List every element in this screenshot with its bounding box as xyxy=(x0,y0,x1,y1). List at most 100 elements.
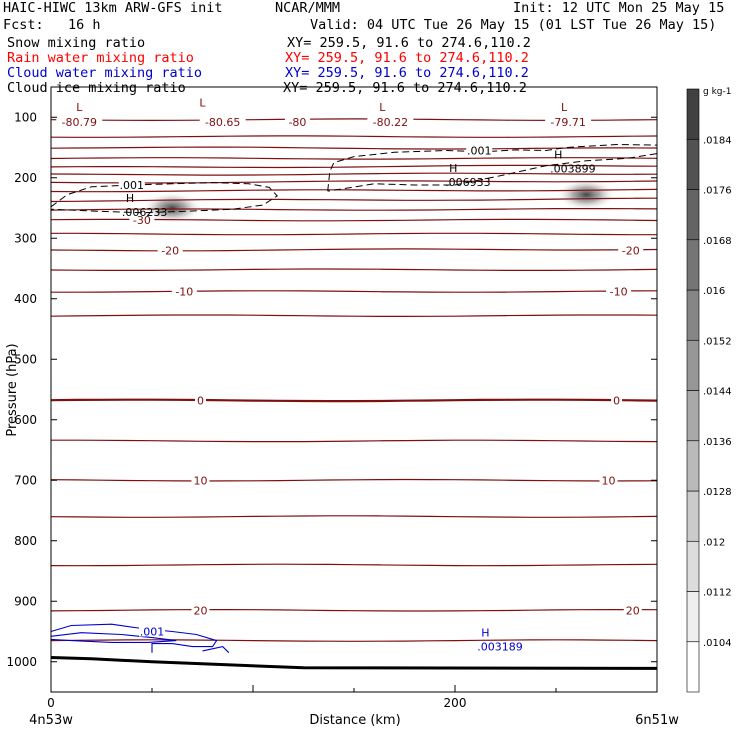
cloud-ice-contour-0 xyxy=(50,182,278,214)
isotherm-label-bg-1 xyxy=(199,115,246,129)
cloud-ice-max-value-0: .006233 xyxy=(122,206,167,219)
y-tick-label-600: 600 xyxy=(14,413,37,427)
isotherm-label-bg-5 xyxy=(129,213,155,227)
y-tick-label-700: 700 xyxy=(14,473,37,487)
colorbar-label-7: .016 xyxy=(703,286,725,297)
isotherm-extremum-2: L xyxy=(379,101,386,114)
cloud-ice-max-value-1: .006933 xyxy=(445,176,491,189)
isotherm-label-13: 10 xyxy=(602,474,616,487)
colorbar-label-6: .0152 xyxy=(703,336,732,347)
isotherm-label-14: 20 xyxy=(193,604,207,617)
isotherm-extremum-3: L xyxy=(561,101,568,114)
cloud-ice-contour-label-0: .001 xyxy=(120,179,145,192)
plot-frame xyxy=(50,86,658,693)
isotherm-0 xyxy=(50,398,658,403)
colorbar-label-8: .0168 xyxy=(703,236,732,247)
cloud-ice-max-marker-1: H xyxy=(449,162,457,175)
cloud-ice-label-bg-1 xyxy=(466,143,493,156)
isotherm-minus-55 xyxy=(50,172,658,176)
colorbar-segment-11 xyxy=(686,88,700,140)
y-tick-label-100: 100 xyxy=(14,110,37,124)
isotherm-minus-45 xyxy=(50,188,658,193)
y-tick-label-800: 800 xyxy=(14,534,37,548)
y-tick-label-1000: 1000 xyxy=(6,655,37,669)
terrain-surface xyxy=(50,656,658,670)
endpoint-right-label: 6n51w xyxy=(635,713,679,728)
x-tick-label-0: 0 xyxy=(47,696,55,710)
isotherm-label-bg-14 xyxy=(191,603,210,617)
y-tick-label-400: 400 xyxy=(14,292,37,306)
isotherm-30 xyxy=(50,639,658,642)
isotherm-5 xyxy=(51,439,658,443)
colorbar-segment-8 xyxy=(686,239,700,291)
isotherm-minus-75 xyxy=(50,135,658,138)
colorbar-label-10: .0184 xyxy=(703,135,732,146)
cloud-ice-max-marker-0: H xyxy=(126,192,134,205)
isotherm-label-bg-10 xyxy=(194,393,206,407)
isotherm-minus-10 xyxy=(51,290,658,293)
isotherm-label-12: 10 xyxy=(193,474,207,487)
cloud-water-contour-0 xyxy=(50,623,218,653)
isotherm-label-bg-0 xyxy=(56,115,103,129)
isotherm-label-bg-15 xyxy=(623,603,642,617)
colorbar-label-2: .012 xyxy=(703,537,725,548)
y-tick-label-300: 300 xyxy=(14,231,37,245)
field-xy-snow: XY= 259.5, 91.6 to 274.6,110.2 xyxy=(287,35,531,51)
field-xy-rain: XY= 259.5, 91.6 to 274.6,110.2 xyxy=(285,50,529,66)
colorbar-segment-6 xyxy=(686,339,700,391)
field-xy-cloud-ice: XY= 259.5, 91.6 to 274.6,110.2 xyxy=(283,80,527,96)
isotherm-minus-15 xyxy=(50,268,658,271)
isotherm-label-11: 0 xyxy=(613,394,620,407)
colorbar-segment-0 xyxy=(686,641,700,693)
colorbar-segment-7 xyxy=(686,289,700,341)
model-title: HAIC-HIWC 13km ARW-GFS init xyxy=(3,0,223,16)
cloud-water-contour-1 xyxy=(50,632,177,643)
isotherm-label-bg-13 xyxy=(599,473,618,487)
endpoint-left-label: 4n53w xyxy=(29,713,73,728)
isotherm-minus-70 xyxy=(50,146,658,150)
snow-maximum-1 xyxy=(556,178,617,211)
isotherm-10 xyxy=(50,478,658,482)
isotherm-minus-40 xyxy=(50,197,658,203)
y-tick-label-900: 900 xyxy=(14,594,37,608)
colorbar-segment-10 xyxy=(686,138,700,190)
cloud-water-label-bg xyxy=(139,624,165,637)
colorbar-segment-5 xyxy=(686,390,700,442)
isotherm-extremum-1: L xyxy=(199,96,206,109)
x-tick-label-200: 200 xyxy=(444,696,467,710)
field-name-cloud-water: Cloud water mixing ratio xyxy=(7,65,203,81)
isotherm-label-bg-8 xyxy=(171,284,197,298)
isotherm-label-0: -80.79 xyxy=(62,116,97,129)
isotherm-label-10: 0 xyxy=(197,394,204,407)
cloud-ice-contour-1 xyxy=(327,143,658,192)
colorbar-label-4: .0136 xyxy=(703,437,732,448)
colorbar-label-5: .0144 xyxy=(703,387,732,398)
field-name-rain: Rain water mixing ratio xyxy=(7,50,194,66)
cloud-ice-label-bg-0 xyxy=(118,178,145,191)
isotherm-label-9: -10 xyxy=(610,285,628,298)
isotherm-label-1: -80.65 xyxy=(205,116,240,129)
isotherm-label-bg-3 xyxy=(367,115,414,129)
isotherm-minus-35 xyxy=(50,208,658,211)
cloud-ice-contour-label-1: .001 xyxy=(467,145,492,158)
y-axis-label: Pressure (hPa) xyxy=(5,343,20,436)
x-axis-label: Distance (km) xyxy=(309,713,400,728)
field-name-cloud-ice: Cloud ice mixing ratio xyxy=(7,80,186,96)
colorbar-label-9: .0176 xyxy=(703,186,732,197)
isotherm-label-4: -79.71 xyxy=(550,116,585,129)
isotherm-extremum-0: L xyxy=(76,101,83,114)
isotherm-minus-5 xyxy=(50,314,658,317)
isotherm-25 xyxy=(50,609,658,612)
isotherm-label-bg-2 xyxy=(284,115,310,129)
colorbar-segment-9 xyxy=(686,189,700,241)
colorbar-segment-1 xyxy=(686,591,700,643)
colorbar-segment-3 xyxy=(686,490,700,542)
cloud-water-max-marker-0: H xyxy=(481,626,489,639)
field-name-snow: Snow mixing ratio xyxy=(7,35,146,51)
colorbar-label-3: .0128 xyxy=(703,487,732,498)
isotherm-minus-20 xyxy=(50,248,658,252)
isotherm-label-15: 20 xyxy=(626,604,640,617)
isotherm-label-2: -80 xyxy=(288,116,306,129)
organization: NCAR/MMM xyxy=(275,0,341,16)
